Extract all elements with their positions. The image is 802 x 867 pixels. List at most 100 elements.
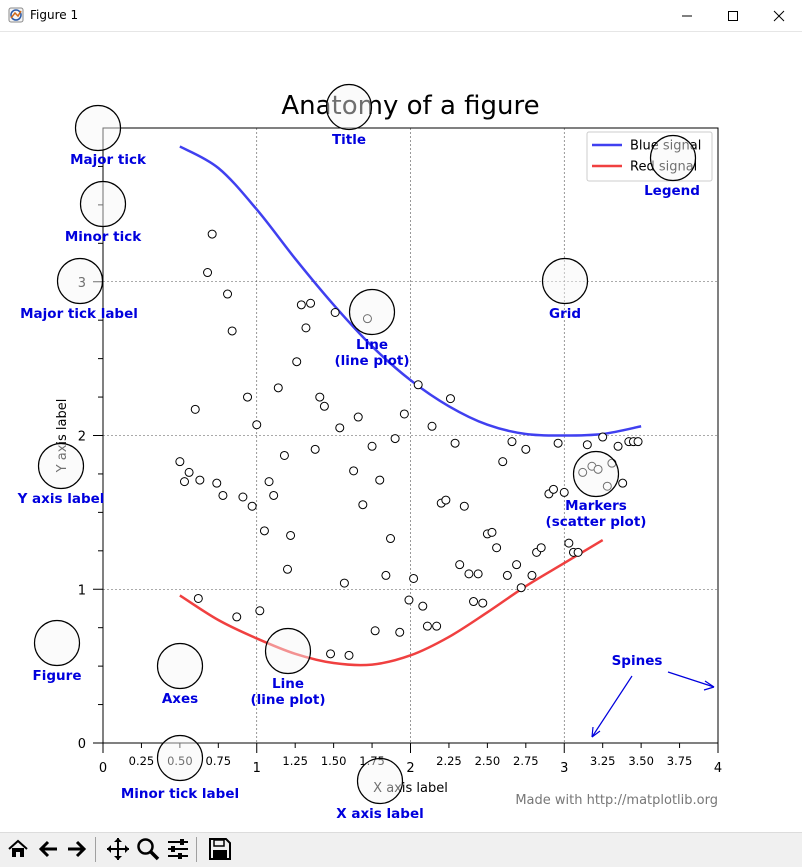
scatter-marker bbox=[284, 565, 292, 573]
scatter-marker bbox=[359, 501, 367, 509]
scatter-marker bbox=[470, 598, 478, 606]
callout-circle-figure bbox=[35, 621, 80, 666]
scatter-marker bbox=[442, 496, 450, 504]
scatter-marker bbox=[368, 442, 376, 450]
maximize-button[interactable] bbox=[710, 0, 756, 31]
callout-circle-markers bbox=[574, 452, 619, 497]
scatter-marker bbox=[528, 571, 536, 579]
scatter-marker bbox=[599, 433, 607, 441]
scatter-marker bbox=[354, 413, 362, 421]
back-button[interactable] bbox=[34, 835, 62, 863]
scatter-marker bbox=[537, 544, 545, 552]
arrow-right-icon bbox=[66, 838, 88, 860]
red-signal-line bbox=[180, 540, 603, 665]
scatter-marker bbox=[180, 478, 188, 486]
scatter-marker bbox=[224, 290, 232, 298]
scatter-marker bbox=[565, 539, 573, 547]
scatter-marker bbox=[428, 422, 436, 430]
callout-circle-major-tick bbox=[76, 106, 121, 151]
scatter-marker bbox=[244, 393, 252, 401]
scatter-marker bbox=[446, 395, 454, 403]
app-icon bbox=[8, 7, 24, 23]
y-major-tick-label: 0 bbox=[78, 737, 86, 752]
pan-button[interactable] bbox=[104, 835, 132, 863]
scatter-marker bbox=[583, 441, 591, 449]
scatter-marker bbox=[382, 571, 390, 579]
arrow-left-icon bbox=[37, 838, 59, 860]
annotation-minor-tick-label: Minor tick label bbox=[121, 786, 239, 802]
close-button[interactable] bbox=[756, 0, 802, 31]
annotation-legend: Legend bbox=[644, 183, 700, 199]
scatter-marker bbox=[451, 439, 459, 447]
scatter-marker bbox=[560, 488, 568, 496]
scatter-marker bbox=[233, 613, 241, 621]
save-button[interactable] bbox=[206, 835, 234, 863]
scatter-marker bbox=[320, 402, 328, 410]
scatter-marker bbox=[614, 442, 622, 450]
scatter-marker bbox=[634, 438, 642, 446]
annotation-line-blue: Line (line plot) bbox=[334, 337, 409, 369]
y-major-tick-label: 1 bbox=[78, 583, 86, 598]
callout-circle-legend bbox=[651, 136, 696, 181]
scatter-marker bbox=[297, 301, 305, 309]
x-minor-tick-label: 1.50 bbox=[321, 754, 347, 768]
scatter-marker bbox=[270, 491, 278, 499]
x-minor-tick-label: 0.75 bbox=[206, 754, 232, 768]
x-major-tick-label: 3 bbox=[560, 761, 568, 776]
callout-circle-line-blue bbox=[350, 290, 395, 335]
annotation-figure: Figure bbox=[33, 668, 82, 684]
spines-arrow-left bbox=[592, 676, 632, 737]
scatter-marker bbox=[248, 502, 256, 510]
scatter-marker bbox=[311, 445, 319, 453]
scatter-marker bbox=[253, 421, 261, 429]
callout-circle-axes bbox=[158, 644, 203, 689]
scatter-marker bbox=[256, 607, 264, 615]
annotation-grid: Grid bbox=[549, 306, 581, 322]
zoom-button[interactable] bbox=[134, 835, 162, 863]
scatter-marker bbox=[513, 561, 521, 569]
scatter-marker bbox=[213, 479, 221, 487]
home-button[interactable] bbox=[4, 835, 32, 863]
floppy-icon bbox=[208, 837, 232, 861]
scatter-marker bbox=[400, 410, 408, 418]
scatter-marker bbox=[185, 468, 193, 476]
scatter-marker bbox=[493, 544, 501, 552]
scatter-marker bbox=[479, 599, 487, 607]
scatter-marker bbox=[391, 435, 399, 443]
forward-button[interactable] bbox=[63, 835, 91, 863]
scatter-marker bbox=[419, 602, 427, 610]
scatter-marker bbox=[265, 478, 273, 486]
scatter-marker bbox=[327, 650, 335, 658]
scatter-marker bbox=[316, 393, 324, 401]
maximize-icon bbox=[727, 10, 739, 22]
x-major-tick-label: 0 bbox=[99, 761, 107, 776]
scatter-marker bbox=[219, 491, 227, 499]
scatter-marker bbox=[293, 358, 301, 366]
callout-circle-minor-tick bbox=[81, 182, 126, 227]
scatter-marker bbox=[191, 405, 199, 413]
scatter-marker bbox=[396, 628, 404, 636]
scatter-marker bbox=[260, 527, 268, 535]
scatter-marker bbox=[204, 269, 212, 277]
scatter-marker bbox=[410, 574, 418, 582]
scatter-marker bbox=[208, 230, 216, 238]
scatter-marker bbox=[522, 445, 530, 453]
window-title: Figure 1 bbox=[30, 8, 78, 22]
scatter-marker bbox=[228, 327, 236, 335]
minimize-button[interactable] bbox=[664, 0, 710, 31]
scatter-marker bbox=[456, 561, 464, 569]
scatter-marker bbox=[336, 424, 344, 432]
annotation-major-tick: Major tick bbox=[70, 152, 147, 168]
scatter-marker bbox=[433, 622, 441, 630]
scatter-marker bbox=[287, 531, 295, 539]
scatter-marker bbox=[474, 570, 482, 578]
subplots-button[interactable] bbox=[164, 835, 192, 863]
scatter-marker bbox=[499, 458, 507, 466]
callout-circle-title bbox=[327, 85, 372, 130]
scatter-marker bbox=[345, 651, 353, 659]
figure-title: Anatomy of a figure bbox=[281, 91, 539, 121]
scatter-marker bbox=[350, 467, 358, 475]
scatter-marker bbox=[239, 493, 247, 501]
annotation-major-tick-label: Major tick label bbox=[20, 306, 138, 322]
callout-circle-y-axis-label bbox=[39, 444, 84, 489]
